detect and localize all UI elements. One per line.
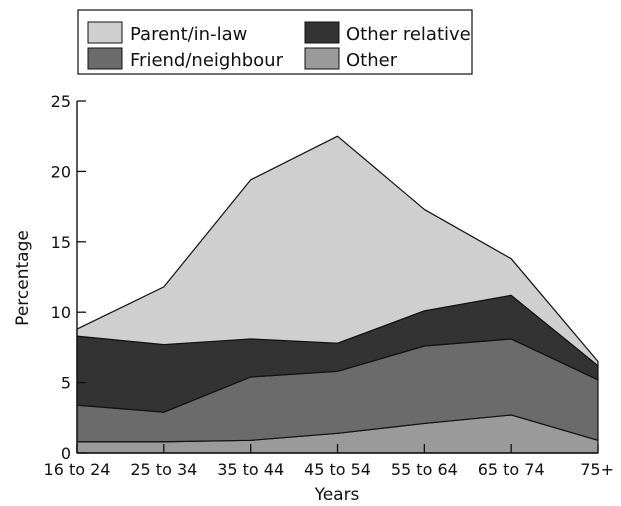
x-tick-label: 25 to 34 xyxy=(130,460,197,479)
legend-item-friend-neighbour: Friend/neighbour xyxy=(87,47,284,71)
x-ticks: 16 to 24 25 to 34 35 to 44 45 to 54 55 to 64… xyxy=(44,444,614,479)
y-ticks: 0 5 10 15 20 25 xyxy=(51,92,86,463)
legend-label-parent-in-law: Parent/in-law xyxy=(130,24,247,45)
y-tick-label: 0 xyxy=(61,444,71,463)
legend-item-other-relative: Other relative xyxy=(304,21,471,45)
y-tick-label: 10 xyxy=(51,303,71,322)
x-tick-label: 35 to 44 xyxy=(217,460,284,479)
legend: Parent/in-law Other relative Friend/neig… xyxy=(77,9,473,75)
y-tick-label: 25 xyxy=(51,92,71,111)
x-tick-label: 75+ xyxy=(580,460,614,479)
legend-item-other: Other xyxy=(304,47,398,71)
legend-item-parent-in-law: Parent/in-law xyxy=(87,21,247,45)
legend-swatch-other xyxy=(304,47,340,70)
y-tick-label: 20 xyxy=(51,162,71,181)
legend-label-friend-neighbour: Friend/neighbour xyxy=(130,50,284,71)
y-axis-title: Percentage xyxy=(13,230,33,326)
legend-swatch-other-relative xyxy=(304,21,340,44)
area-parent-in-law xyxy=(76,135,599,367)
legend-label-other: Other xyxy=(346,50,398,71)
x-tick-label: 16 to 24 xyxy=(44,460,111,479)
x-axis-title: Years xyxy=(314,485,360,505)
x-tick-label: 65 to 74 xyxy=(478,460,545,479)
legend-box xyxy=(77,9,473,75)
area-layers xyxy=(76,135,599,454)
x-tick-label: 45 to 54 xyxy=(304,460,371,479)
legend-label-other-relative: Other relative xyxy=(346,24,471,45)
y-tick-label: 15 xyxy=(51,233,71,252)
legend-swatch-friend-neighbour xyxy=(87,47,123,70)
x-tick-label: 55 to 64 xyxy=(391,460,458,479)
y-tick-label: 5 xyxy=(61,374,71,393)
legend-swatch-parent-in-law xyxy=(87,21,123,44)
